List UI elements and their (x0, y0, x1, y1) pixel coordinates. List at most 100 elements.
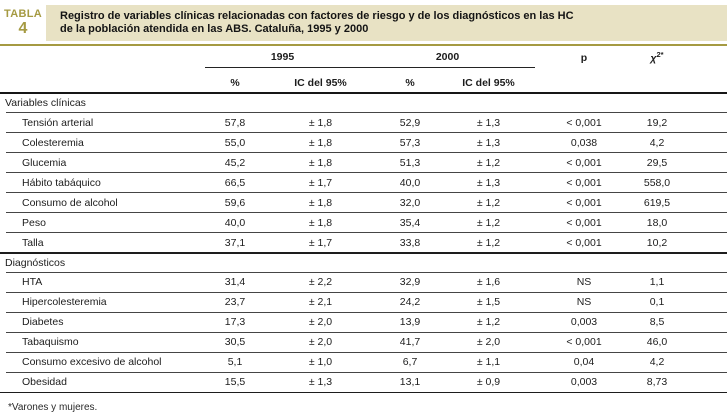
p-value: 0,038 (570, 136, 598, 149)
p-value: NS (576, 296, 592, 308)
table-row: Talla 37,1 ± 1,7 33,8 ± 1,2 < 0,001 10,2 (0, 233, 727, 252)
chi-squared-value: 10,2 (646, 236, 668, 249)
spacer-cell (0, 78, 205, 83)
ci-1995-value: ± 1,8 (308, 116, 333, 129)
ci-2000-value: ± 1,2 (476, 236, 501, 249)
chi-squared-value: 1,1 (649, 276, 665, 288)
chi-squared-value: 4,2 (649, 356, 665, 368)
ci-1995-value: ± 1,8 (308, 216, 333, 229)
pct-2000-value: 32,0 (399, 196, 421, 209)
p-value: < 0,001 (566, 156, 602, 169)
pct-2000-value: 33,8 (399, 236, 421, 249)
p-value: < 0,001 (566, 176, 602, 189)
pct-2000-value: 40,0 (399, 176, 421, 189)
chi-squared-value: 558,0 (643, 176, 671, 189)
ci-2000-value: ± 1,3 (476, 116, 501, 129)
pct-2000-value: 13,1 (399, 376, 421, 388)
table-row: Tensión arterial 57,8 ± 1,8 52,9 ± 1,3 <… (0, 113, 727, 132)
spacer-cell (0, 64, 205, 68)
ci-2000-value: ± 1,2 (476, 316, 501, 328)
p-value: 0,04 (573, 356, 595, 368)
chi-symbol: χ (650, 52, 657, 64)
chi-squared-value: 46,0 (646, 336, 668, 348)
pct-1995-value: 23,7 (224, 296, 246, 308)
row-label: Tensión arterial (22, 116, 94, 129)
chi-squared-value: 29,5 (646, 156, 668, 169)
col-header-ci-2000: IC del 95% (462, 76, 515, 89)
pct-2000-value: 35,4 (399, 216, 421, 229)
row-divider (6, 152, 727, 153)
pct-1995-value: 17,3 (224, 316, 246, 328)
gold-rule (0, 44, 727, 46)
ci-2000-value: ± 1,3 (476, 176, 501, 189)
table-header: TABLA 4 Registro de variables clínicas r… (0, 0, 727, 46)
p-value: < 0,001 (566, 216, 602, 229)
table-row: HTA 31,4 ± 2,2 32,9 ± 1,6 NS 1,1 (0, 273, 727, 292)
pct-1995-value: 37,1 (224, 236, 246, 249)
row-divider (6, 371, 727, 373)
pct-1995-value: 57,8 (224, 116, 246, 129)
chi-squared-value: 8,73 (646, 376, 668, 388)
section-divider (0, 252, 727, 254)
p-value: < 0,001 (566, 116, 602, 129)
table-row: Obesidad 15,5 ± 1,3 13,1 ± 0,9 0,003 8,7… (0, 373, 727, 392)
table-row: Peso 40,0 ± 1,8 35,4 ± 1,2 < 0,001 18,0 (0, 213, 727, 232)
pct-1995-value: 5,1 (227, 356, 243, 368)
ci-1995-value: ± 2,1 (308, 296, 333, 308)
table-row: Consumo de alcohol 59,6 ± 1,8 32,0 ± 1,2… (0, 193, 727, 212)
spacer-cell (535, 78, 633, 83)
ci-2000-value: ± 0,9 (476, 376, 501, 388)
ci-1995-value: ± 1,3 (308, 376, 333, 388)
table-tag: TABLA 4 (0, 5, 46, 41)
row-label: Tabaquismo (22, 336, 79, 348)
row-label: Glucemia (22, 156, 67, 169)
col-header-p: p (580, 52, 588, 64)
section-label: Variables clínicas (5, 97, 86, 109)
pct-1995-value: 59,6 (224, 196, 246, 209)
pct-1995-value: 31,4 (224, 276, 246, 288)
table-row: Glucemia 45,2 ± 1,8 51,3 ± 1,2 < 0,001 2… (0, 153, 727, 172)
chi-squared-value: 8,5 (649, 316, 665, 328)
ci-2000-value: ± 1,2 (476, 156, 501, 169)
ci-1995-value: ± 2,0 (308, 336, 333, 348)
row-divider (6, 112, 727, 113)
row-divider (6, 291, 727, 293)
ci-1995-value: ± 1,0 (308, 356, 333, 368)
row-label: Hipercolesteremia (22, 296, 107, 308)
pct-1995-value: 15,5 (224, 376, 246, 388)
spacer-cell (633, 78, 727, 83)
table-row: Diabetes 17,3 ± 2,0 13,9 ± 1,2 0,003 8,5 (0, 313, 727, 332)
ci-1995-value: ± 1,7 (308, 236, 333, 249)
p-value: < 0,001 (566, 336, 602, 348)
row-divider (6, 192, 727, 193)
row-label: Diabetes (22, 316, 64, 328)
chi-squared-value: 4,2 (649, 136, 665, 149)
row-divider (6, 132, 727, 133)
table-row: Tabaquismo 30,5 ± 2,0 41,7 ± 2,0 < 0,001… (0, 333, 727, 352)
row-divider (6, 212, 727, 213)
section-header-variables-clinicas: Variables clínicas (0, 94, 727, 112)
pct-2000-value: 41,7 (399, 336, 421, 348)
row-divider (6, 311, 727, 313)
row-label: Hábito tabáquico (22, 176, 101, 189)
row-label: Talla (22, 236, 44, 249)
table-footnote: *Varones y mujeres. (8, 402, 98, 413)
pct-2000-value: 24,2 (399, 296, 421, 308)
ci-2000-value: ± 1,2 (476, 216, 501, 229)
table-tag-word: TABLA (4, 8, 42, 20)
title-bar: Registro de variables clínicas relaciona… (46, 5, 727, 41)
ci-1995-value: ± 1,7 (308, 176, 333, 189)
table-bottom-rule (0, 391, 727, 393)
pct-2000-value: 6,7 (402, 356, 418, 368)
section-header-diagnosticos: Diagnósticos (0, 254, 727, 272)
ci-1995-value: ± 1,8 (308, 196, 333, 209)
pct-2000-value: 52,9 (399, 116, 421, 129)
ci-2000-value: ± 1,5 (476, 296, 501, 308)
col-header-chi-squared: χ2* (633, 50, 727, 69)
year-group-1995: 1995 (205, 51, 360, 68)
section-label: Diagnósticos (5, 256, 66, 269)
col-header-ci-1995: IC del 95% (294, 76, 347, 89)
row-divider (6, 172, 727, 173)
ci-2000-value: ± 1,2 (476, 196, 501, 209)
row-label: Colesteremia (22, 136, 84, 149)
